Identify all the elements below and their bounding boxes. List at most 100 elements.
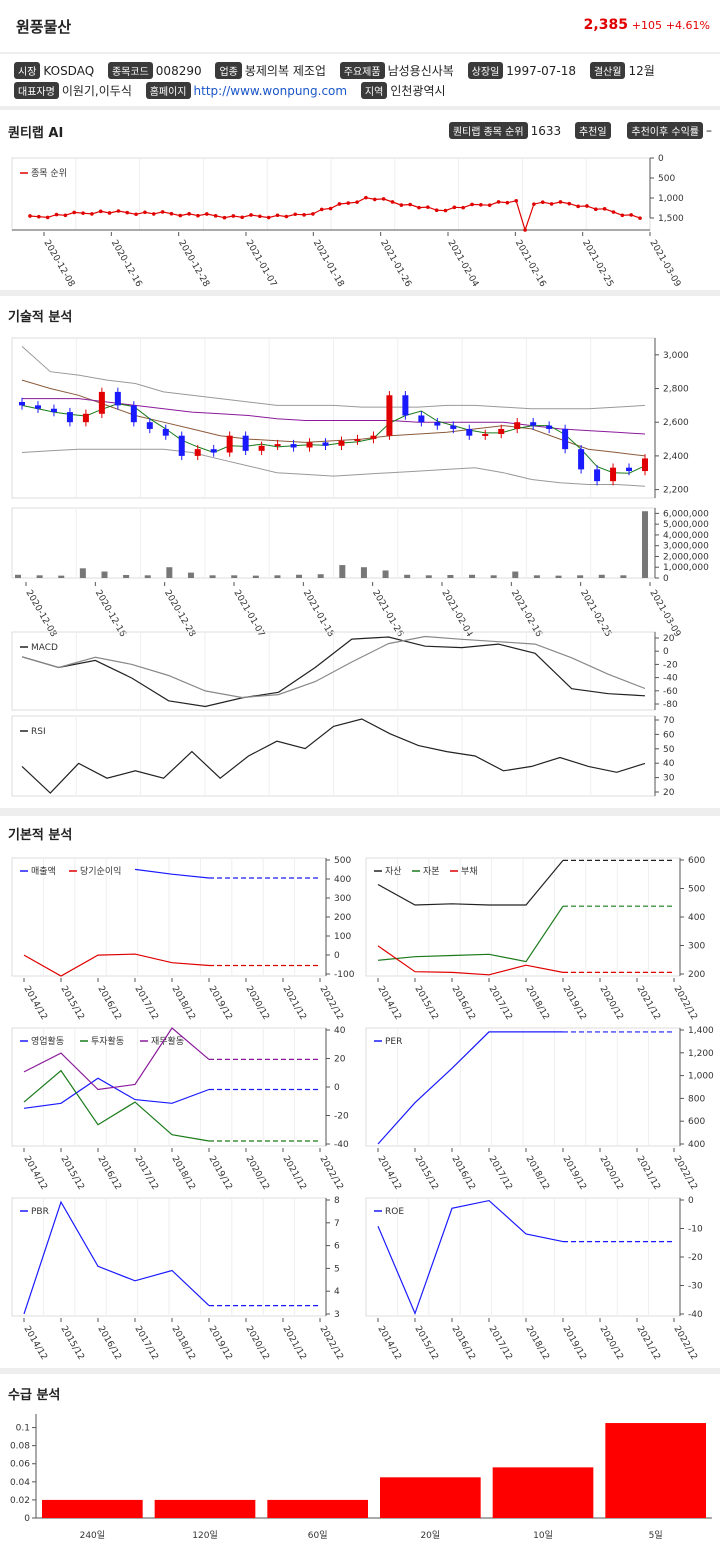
tag-industry: 업종 [215,62,242,79]
rank-point [399,203,404,207]
fund-0-legend-label: 당기순이익 [80,865,121,877]
volume-bar [209,575,216,578]
price-change: +105 [631,19,662,32]
candle-body [626,467,633,472]
rsi-y-tick-label: 30 [663,774,675,784]
rsi-series-line [21,718,646,794]
candle-body [402,395,409,416]
bollinger-band [21,346,646,410]
rank-point [611,210,616,214]
candle-y-tick-label: 2,200 [663,486,689,496]
volume-bar [360,567,367,578]
fund-4-legend-label: PBR [31,1207,49,1217]
volume-bar [123,574,130,578]
fund-3-y-tick-label: 800 [688,1094,705,1104]
candle-y-tick-label: 2,400 [663,452,689,462]
rank-point [72,210,77,215]
rank-point [514,198,519,203]
supply-bar [154,1499,256,1518]
rank-point [240,215,244,220]
candle-body [354,439,361,442]
fund-5-y-tick-label: -10 [688,1225,703,1235]
rank-point [381,197,386,201]
candle-body [194,449,201,456]
fund-0-x-tick-label: 2022/12 [317,985,344,1022]
val-region: 인천광역시 [390,84,446,98]
fund-3-series-line [377,1031,563,1145]
fund-3-x-tick-label: 2020/12 [597,1155,624,1192]
rsi-legend-label: RSI [31,727,46,737]
supply-title: 수급 분석 [8,1388,61,1403]
fund-3-y-tick-label: 1,200 [688,1049,714,1059]
val-industry: 봉제의복 제조업 [244,64,326,78]
rank-point [523,228,527,232]
volume-bar [469,574,476,578]
rsi-y-tick-label: 50 [663,745,675,755]
fund-1-y-tick-label: 500 [688,885,705,895]
rsi-y-tick-label: 70 [663,716,675,726]
fund-1-legend-label: 자본 [423,866,440,877]
fund-0-series-line [23,953,210,977]
tag-rank: 퀀티랩 종목 순위 [448,122,528,139]
homepage-link[interactable]: http://www.wonpung.com [193,83,348,98]
rank-series-line [29,197,641,232]
volume-bar [231,575,238,578]
fund-0-x-tick-label: 2017/12 [132,985,159,1022]
rank-point [355,200,359,204]
volume-bar [79,568,86,578]
rank-legend-label: 종목 순위 [31,168,67,179]
fund-1-series-line [377,860,564,906]
rank-point [98,209,103,214]
val-rec-return: – [706,123,712,138]
fund-4-x-tick-label: 2021/12 [280,1325,307,1362]
rank-y-tick-label: 500 [658,174,675,184]
candle-body [178,435,185,456]
price-block: 2,385 +105 +4.61% [584,17,710,33]
fund-2-series-line [23,1069,210,1142]
fund-3-x-tick-label: 2016/12 [449,1155,476,1192]
fund-4-x-tick-label: 2022/12 [317,1325,344,1362]
volume-bar [382,570,389,578]
fund-4-y-tick-label: 8 [334,1196,340,1206]
rank-point [205,212,209,216]
tag-code: 종목코드 [107,62,153,79]
rank-point [417,205,421,210]
fund-2-x-tick-label: 2021/12 [280,1155,307,1192]
val-ceo: 이원기,이두식 [61,84,132,98]
fund-5-x-tick-label: 2018/12 [523,1325,550,1362]
rank-point [540,200,545,205]
fund-4-y-tick-label: 4 [334,1287,340,1297]
tag-region: 지역 [360,82,388,99]
fund-2-legend-label: 재무활동 [151,1035,184,1047]
candle-y-tick-label: 2,800 [663,385,689,395]
rank-point [505,200,510,205]
volume-x-tick-label: 2021-01-07 [231,589,266,639]
moving-average-line [22,398,646,435]
candle-body [450,425,457,429]
candle-body [98,391,105,414]
volume-bar [533,575,540,578]
candle-body [578,449,585,470]
fund-2-y-tick-label: 0 [334,1083,340,1093]
fund-0-x-tick-label: 2014/12 [21,985,48,1022]
fund-0-y-tick-label: -100 [334,970,355,980]
rank-point [558,200,563,204]
candle-body [162,428,169,436]
fund-2-y-tick-label: 40 [334,1026,346,1036]
fund-5-x-tick-label: 2021/12 [634,1325,661,1362]
rank-point [28,214,32,218]
fund-4-y-tick-label: 6 [334,1242,340,1252]
technical-title: 기술적 분석 [8,310,73,325]
candle-body [498,428,505,434]
fund-5-x-tick-label: 2019/12 [560,1325,587,1362]
fund-0-y-tick-label: 500 [334,856,351,866]
fund-1-series-line [377,905,564,963]
fund-1-legend-label: 부채 [461,866,478,877]
stock-name: 원풍물산 [16,18,72,36]
fund-3-legend-label: PER [385,1037,402,1047]
volume-bar [512,571,519,578]
tag-homepage: 홈페이지 [145,82,191,99]
fund-3-x-tick-label: 2017/12 [486,1155,513,1192]
rank-x-tick-label: 2021-02-25 [580,239,615,289]
rank-x-tick-label: 2020-12-16 [109,239,144,290]
